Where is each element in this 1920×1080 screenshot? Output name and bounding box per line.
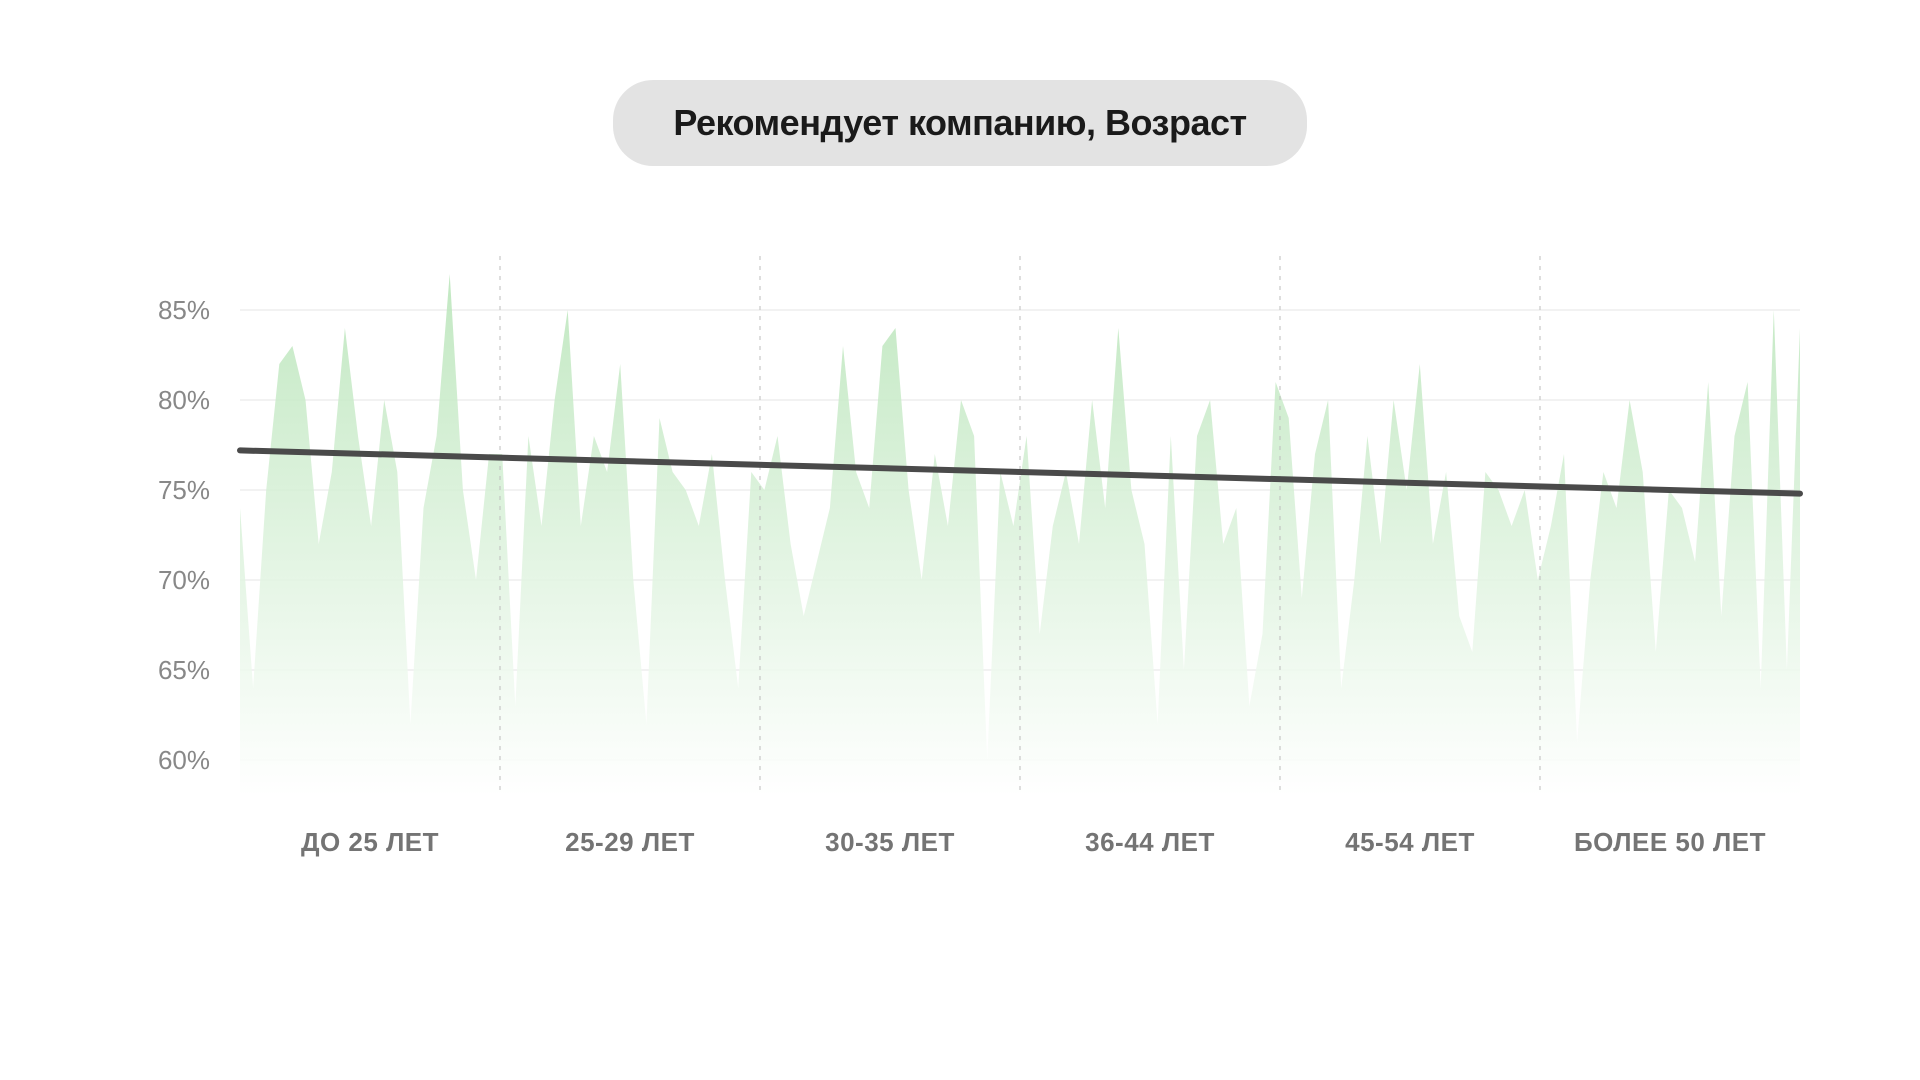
chart-title-pill: Рекомендует компанию, Возраст [613,80,1306,166]
y-tick-label: 60% [158,745,210,775]
x-category-label: БОЛЕЕ 50 ЛЕТ [1574,827,1766,857]
y-tick-label: 75% [158,475,210,505]
chart-container: 60% 65% 70% 75% 80% 85% ДО 25 ЛЕТ 25-29 ЛЕТ 30-… [100,256,1820,896]
x-category-label: 30-35 ЛЕТ [825,827,955,857]
x-axis-labels: ДО 25 ЛЕТ 25-29 ЛЕТ 30-35 ЛЕТ 36-44 ЛЕТ 45-5… [301,827,1766,857]
y-tick-label: 65% [158,655,210,685]
y-tick-label: 70% [158,565,210,595]
x-category-label: ДО 25 ЛЕТ [301,827,439,857]
x-category-label: 45-54 ЛЕТ [1345,827,1475,857]
y-tick-label: 85% [158,295,210,325]
y-tick-label: 80% [158,385,210,415]
x-category-label: 36-44 ЛЕТ [1085,827,1215,857]
x-category-label: 25-29 ЛЕТ [565,827,695,857]
chart-svg: 60% 65% 70% 75% 80% 85% ДО 25 ЛЕТ 25-29 ЛЕТ 30-… [100,256,1820,896]
y-axis-ticks: 60% 65% 70% 75% 80% 85% [158,295,210,775]
chart-title: Рекомендует компанию, Возраст [673,102,1246,144]
